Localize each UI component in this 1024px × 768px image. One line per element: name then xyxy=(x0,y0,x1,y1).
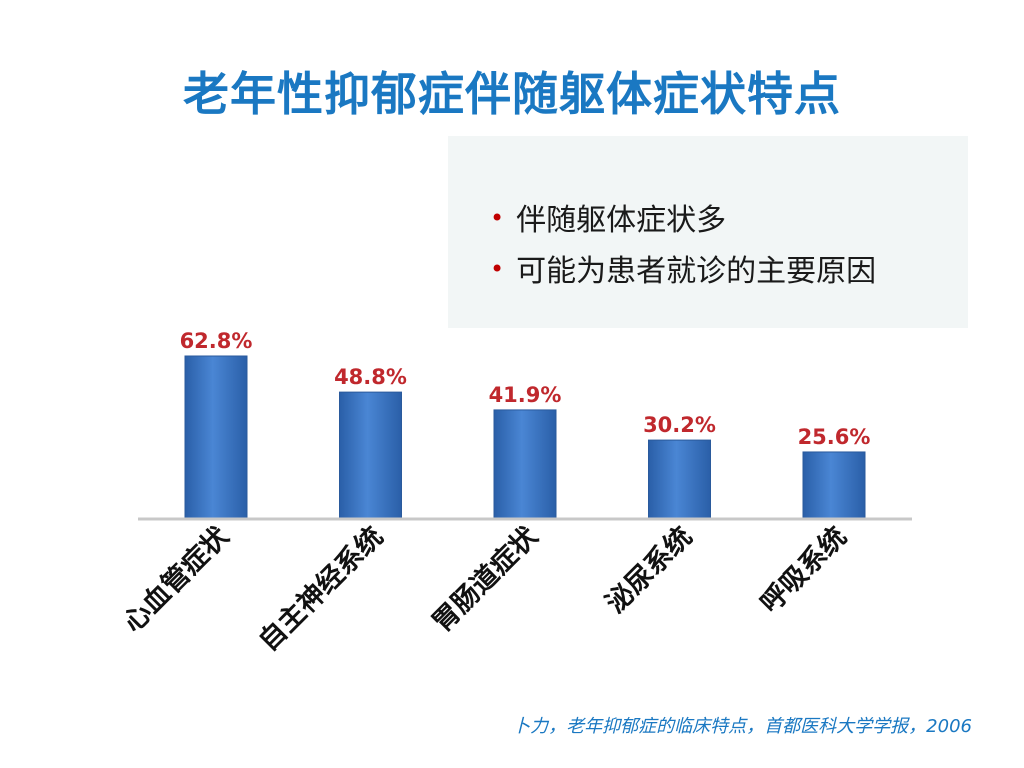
bar xyxy=(802,451,866,519)
summary-list: • 伴随躯体症状多 • 可能为患者就诊的主要原因 xyxy=(490,194,876,296)
data-label: 48.8% xyxy=(334,365,407,389)
data-label: 62.8% xyxy=(180,329,253,353)
summary-item: • 伴随躯体症状多 xyxy=(490,194,876,245)
summary-box: • 伴随躯体症状多 • 可能为患者就诊的主要原因 xyxy=(448,136,968,328)
data-label: 25.6% xyxy=(798,425,871,449)
slide-title: 老年性抑郁症伴随躯体症状特点 xyxy=(183,67,841,121)
category-tick-label: 自主神经系统 xyxy=(252,520,389,657)
summary-item-text: 可能为患者就诊的主要原因 xyxy=(516,254,877,289)
category-tick-label: 泌尿系统 xyxy=(599,520,698,619)
summary-item-text: 伴随躯体症状多 xyxy=(516,203,727,238)
bullet-dot-icon: • xyxy=(490,204,505,232)
bar xyxy=(648,439,711,519)
category-tick-label: 心血管症状 xyxy=(118,520,236,638)
data-label: 30.2% xyxy=(643,413,716,437)
data-label: 41.9% xyxy=(489,383,562,407)
bar xyxy=(184,355,248,519)
bar xyxy=(493,409,557,519)
bar xyxy=(339,391,402,519)
category-tick-label: 胃肠道症状 xyxy=(426,520,545,639)
summary-item: • 可能为患者就诊的主要原因 xyxy=(490,245,876,296)
category-tick-label: 呼吸系统 xyxy=(754,520,853,619)
bullet-dot-icon: • xyxy=(490,255,505,283)
source-citation: 卜力，老年抑郁症的临床特点，首都医科大学学报，2006 xyxy=(512,716,972,737)
